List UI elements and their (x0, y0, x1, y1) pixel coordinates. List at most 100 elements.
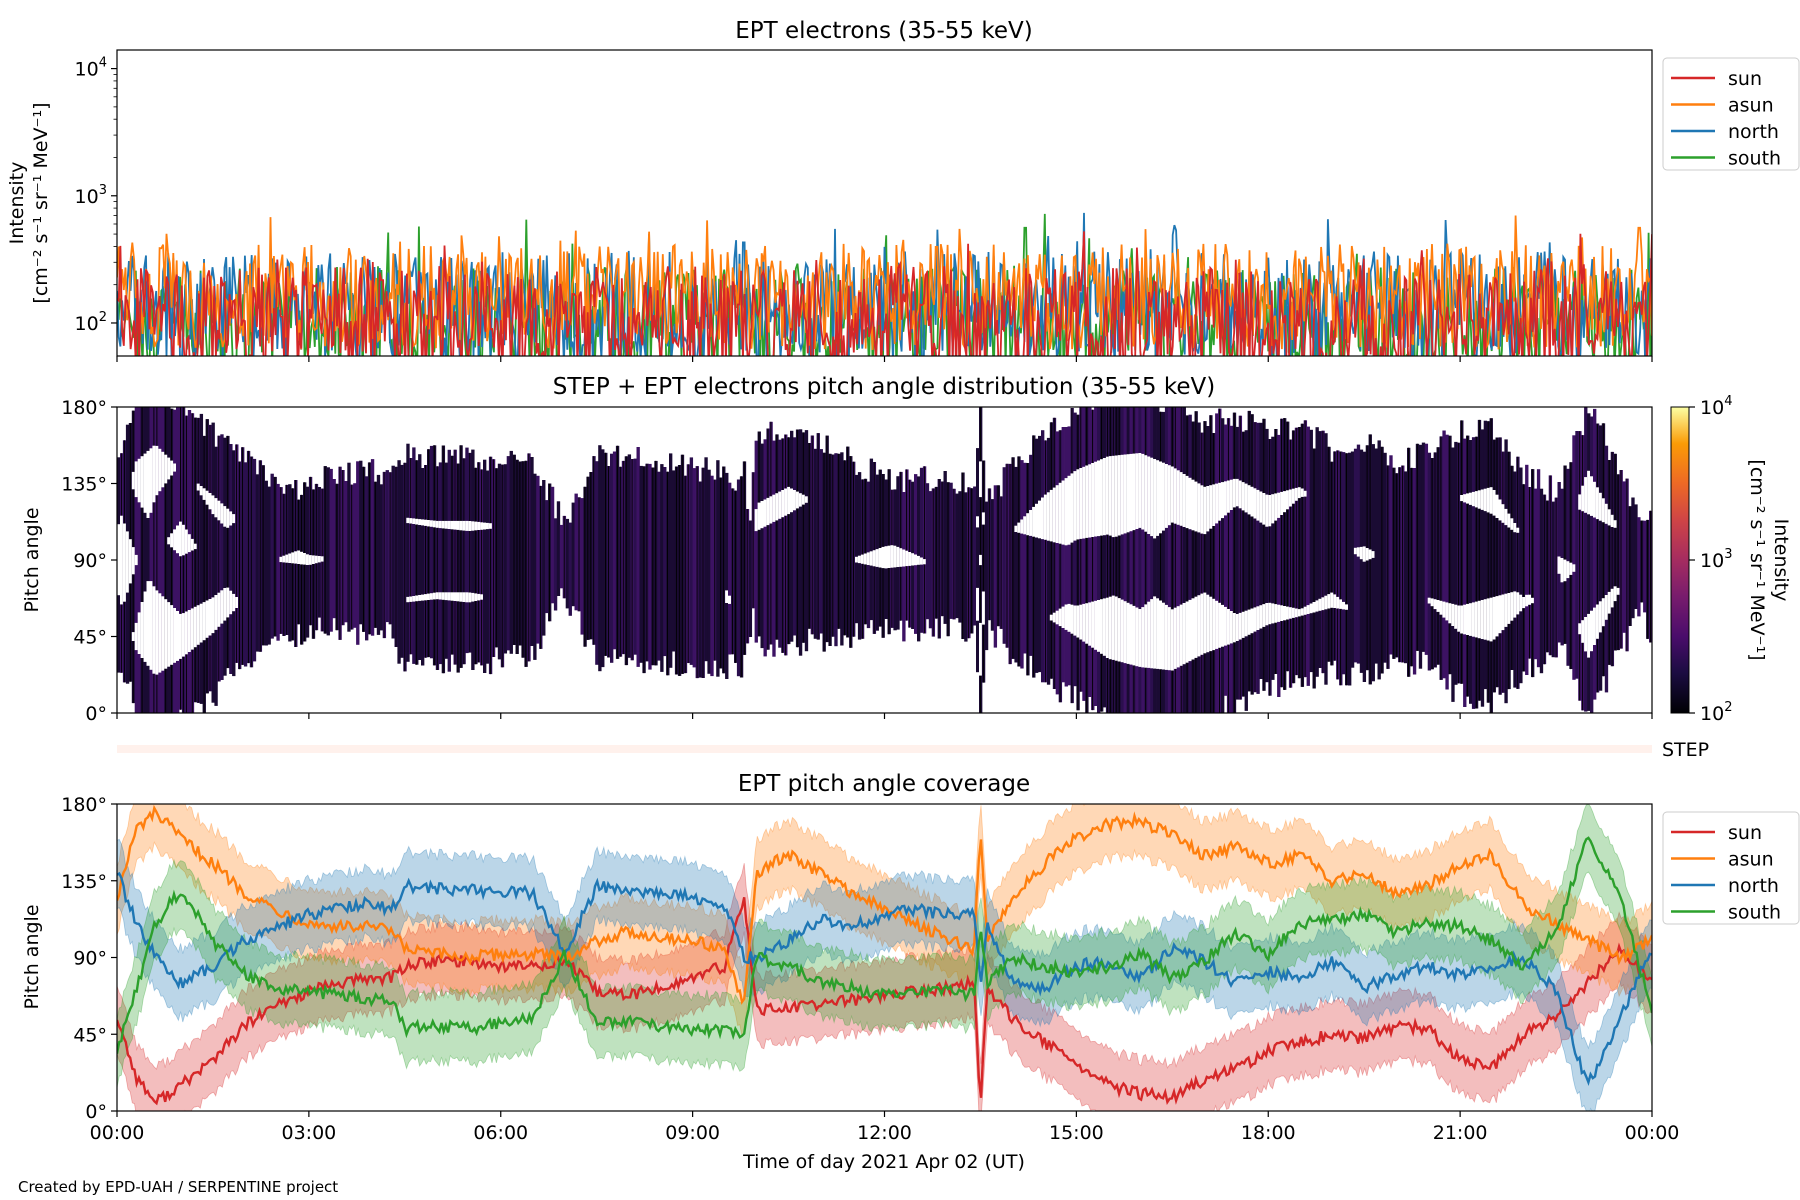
pad-gap (1070, 473, 1074, 543)
pad-gap (140, 602, 145, 658)
pad-gap (1489, 487, 1494, 514)
pad-column (925, 483, 930, 620)
pad-gap (155, 445, 159, 496)
pad-column (379, 484, 384, 631)
pad-gap (1132, 453, 1136, 531)
pad-gap (866, 552, 871, 565)
pad-column (559, 524, 564, 589)
pad-column (1584, 407, 1588, 712)
pad-column (1442, 430, 1446, 679)
pad-column (1164, 407, 1169, 713)
pad-gap (190, 538, 195, 551)
x-tick-label: 15:00 (1049, 1122, 1104, 1144)
pad-gap (217, 592, 221, 627)
y-tick-label: 45° (73, 627, 107, 649)
pad-gap (1286, 490, 1290, 510)
pad-gap (184, 611, 189, 655)
pad-gap (285, 554, 289, 563)
pad-gap (137, 612, 142, 654)
pad-gap (1058, 608, 1063, 627)
pad-gap (766, 497, 770, 526)
pad-column (1519, 467, 1523, 684)
pad-column (176, 407, 180, 713)
pad-gap (1179, 472, 1184, 526)
pad-column (1014, 466, 1018, 663)
pad-gap (1454, 604, 1458, 629)
pad-gap (1607, 591, 1612, 614)
coverage-band-north (117, 838, 1652, 1111)
pad-gap (131, 632, 136, 641)
pad-gap (763, 499, 767, 527)
pad-column (1309, 429, 1313, 673)
pad-gap (1185, 475, 1190, 529)
pad-gap (1297, 609, 1302, 617)
credit-text: Created by EPD-UAH / SERPENTINE project (18, 1178, 338, 1196)
pad-gap (1291, 607, 1296, 618)
pad-gap (131, 471, 136, 490)
pad-gap (211, 597, 215, 634)
pad-gap (1501, 504, 1505, 523)
pad-column (804, 430, 809, 652)
pad-gap (462, 592, 466, 602)
pad-gap (1055, 485, 1060, 543)
pad-gap (1557, 556, 1561, 574)
pad-gap (1294, 608, 1299, 618)
pad-gap (878, 548, 883, 568)
pad-gap (444, 520, 449, 529)
colorbar-tick-label: 102 (1700, 700, 1732, 725)
pad-gap (1427, 597, 1432, 604)
pad-column (1188, 414, 1192, 713)
pad-gap (899, 548, 903, 567)
pad-column (1167, 407, 1172, 713)
pad-gap (1498, 595, 1502, 634)
pad-column (813, 448, 818, 639)
panel-intensity: EPT electrons (35-55 keV) 102 103 104 Inte… (6, 18, 1800, 362)
pad-column (754, 440, 758, 643)
pad-gap (456, 520, 460, 530)
pad-gap (480, 594, 484, 600)
pad-gap (1159, 461, 1163, 534)
intensity-line-north (117, 212, 1652, 356)
pad-gap (486, 522, 490, 530)
pad-gap (1049, 489, 1054, 542)
pad-column (568, 522, 572, 616)
pad-gap (300, 551, 304, 565)
pad-gap (795, 491, 800, 509)
pad-column (1463, 438, 1467, 707)
panel4-title: EPT pitch angle coverage (738, 771, 1030, 797)
pad-gap (884, 546, 888, 569)
pad-gap (468, 592, 472, 603)
pad-gap (128, 539, 133, 584)
pad-gap (1324, 595, 1328, 610)
pad-gap (1247, 485, 1252, 515)
pad-column (220, 434, 224, 680)
panel1-legend: sun asun north south (1662, 57, 1800, 171)
pad-gap (798, 493, 803, 507)
pad-gap (1613, 520, 1618, 528)
pad-gap (1578, 623, 1582, 635)
pad-gap (220, 503, 224, 524)
pad-column (1182, 407, 1186, 713)
pad-gap (1138, 609, 1142, 667)
pad-gap (1238, 480, 1243, 509)
pad-gap (1126, 602, 1131, 664)
pad-gap (1342, 601, 1346, 610)
pad-gap (1507, 593, 1511, 624)
pad-gap (421, 594, 425, 601)
pad-gap (1288, 489, 1293, 507)
pad-gap (1135, 607, 1139, 667)
pad-column (928, 491, 933, 629)
pad-gap (1569, 562, 1573, 575)
pad-gap (1114, 455, 1119, 537)
pad-gap (1241, 482, 1246, 511)
pad-column (819, 449, 823, 634)
pad-column (1061, 427, 1065, 683)
pad-gap (1221, 604, 1225, 647)
pad-column (509, 450, 513, 654)
pad-gap (412, 596, 416, 602)
pad-gap (412, 518, 416, 524)
pad-gap (1135, 453, 1139, 529)
pad-gap (728, 595, 732, 604)
pad-column (1483, 420, 1488, 690)
pad-gap (1108, 596, 1113, 660)
